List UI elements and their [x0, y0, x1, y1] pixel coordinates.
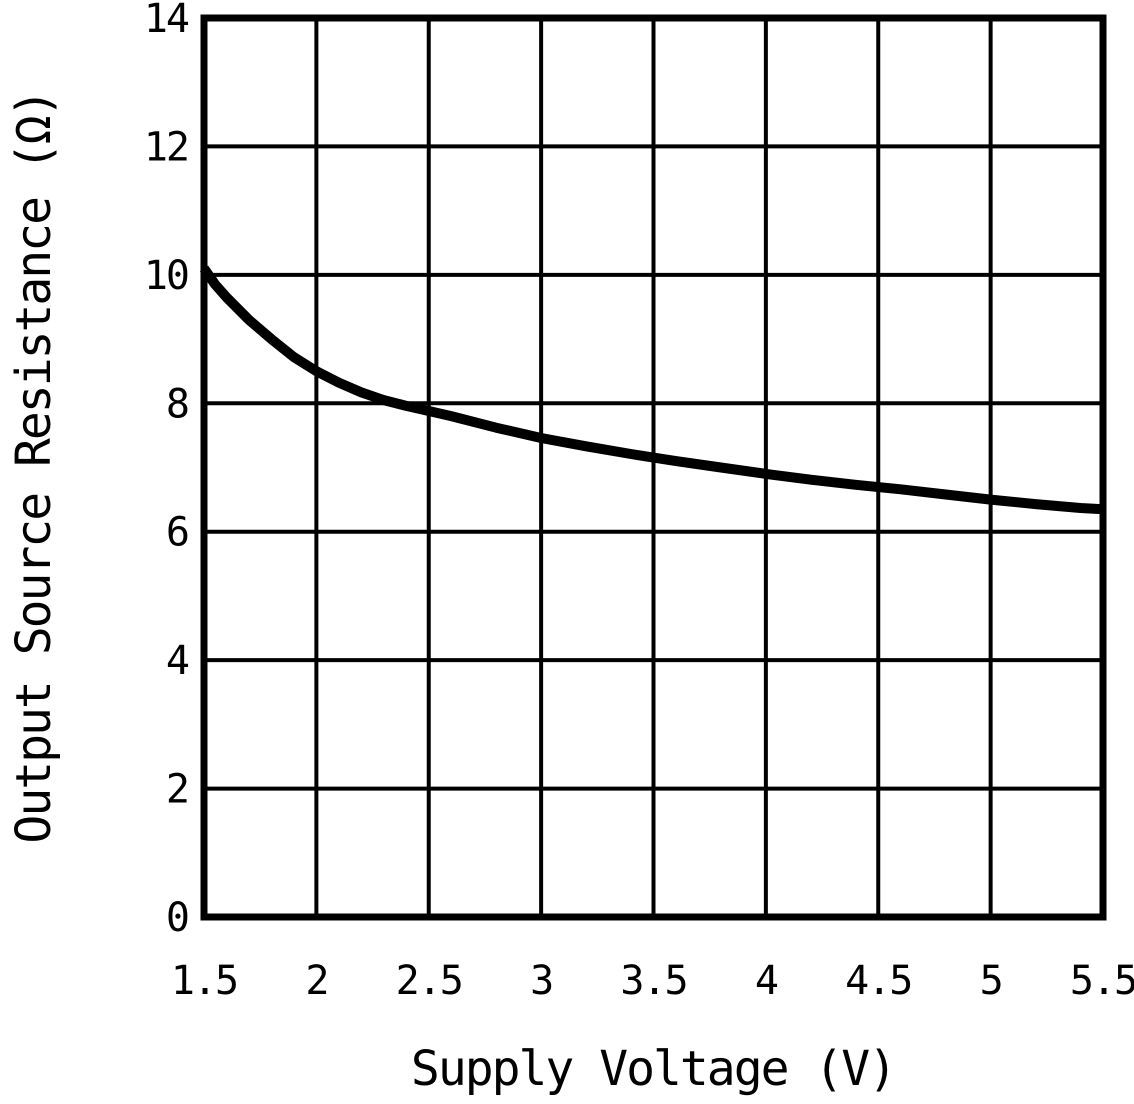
x-tick-label: 2 — [305, 958, 327, 1004]
y-tick-label: 8 — [166, 381, 188, 427]
y-tick-label: 12 — [144, 124, 188, 170]
y-tick-label: 4 — [166, 638, 189, 684]
x-tick-label: 5 — [980, 958, 1002, 1004]
x-tick-label: 3 — [530, 958, 552, 1004]
y-axis-title: Output Source Resistance (Ω) — [6, 90, 62, 844]
x-tick-label: 2.5 — [396, 958, 462, 1004]
plot-frame — [200, 14, 1107, 921]
x-axis-title: Supply Voltage (V) — [410, 1041, 897, 1097]
x-tick-label: 4.5 — [845, 958, 911, 1004]
y-tick-label: 14 — [144, 0, 189, 42]
output-source-resistance-curve — [199, 265, 1104, 515]
x-tick-label: 4 — [755, 958, 778, 1004]
y-tick-label: 6 — [166, 510, 188, 556]
x-tick-label: 5.5 — [1070, 958, 1134, 1004]
x-tick-label: 3.5 — [620, 958, 686, 1004]
y-tick-label: 0 — [166, 895, 188, 941]
y-tick-label: 10 — [144, 253, 188, 299]
x-tick-label: 1.5 — [171, 958, 237, 1004]
y-tick-label: 2 — [166, 767, 188, 813]
